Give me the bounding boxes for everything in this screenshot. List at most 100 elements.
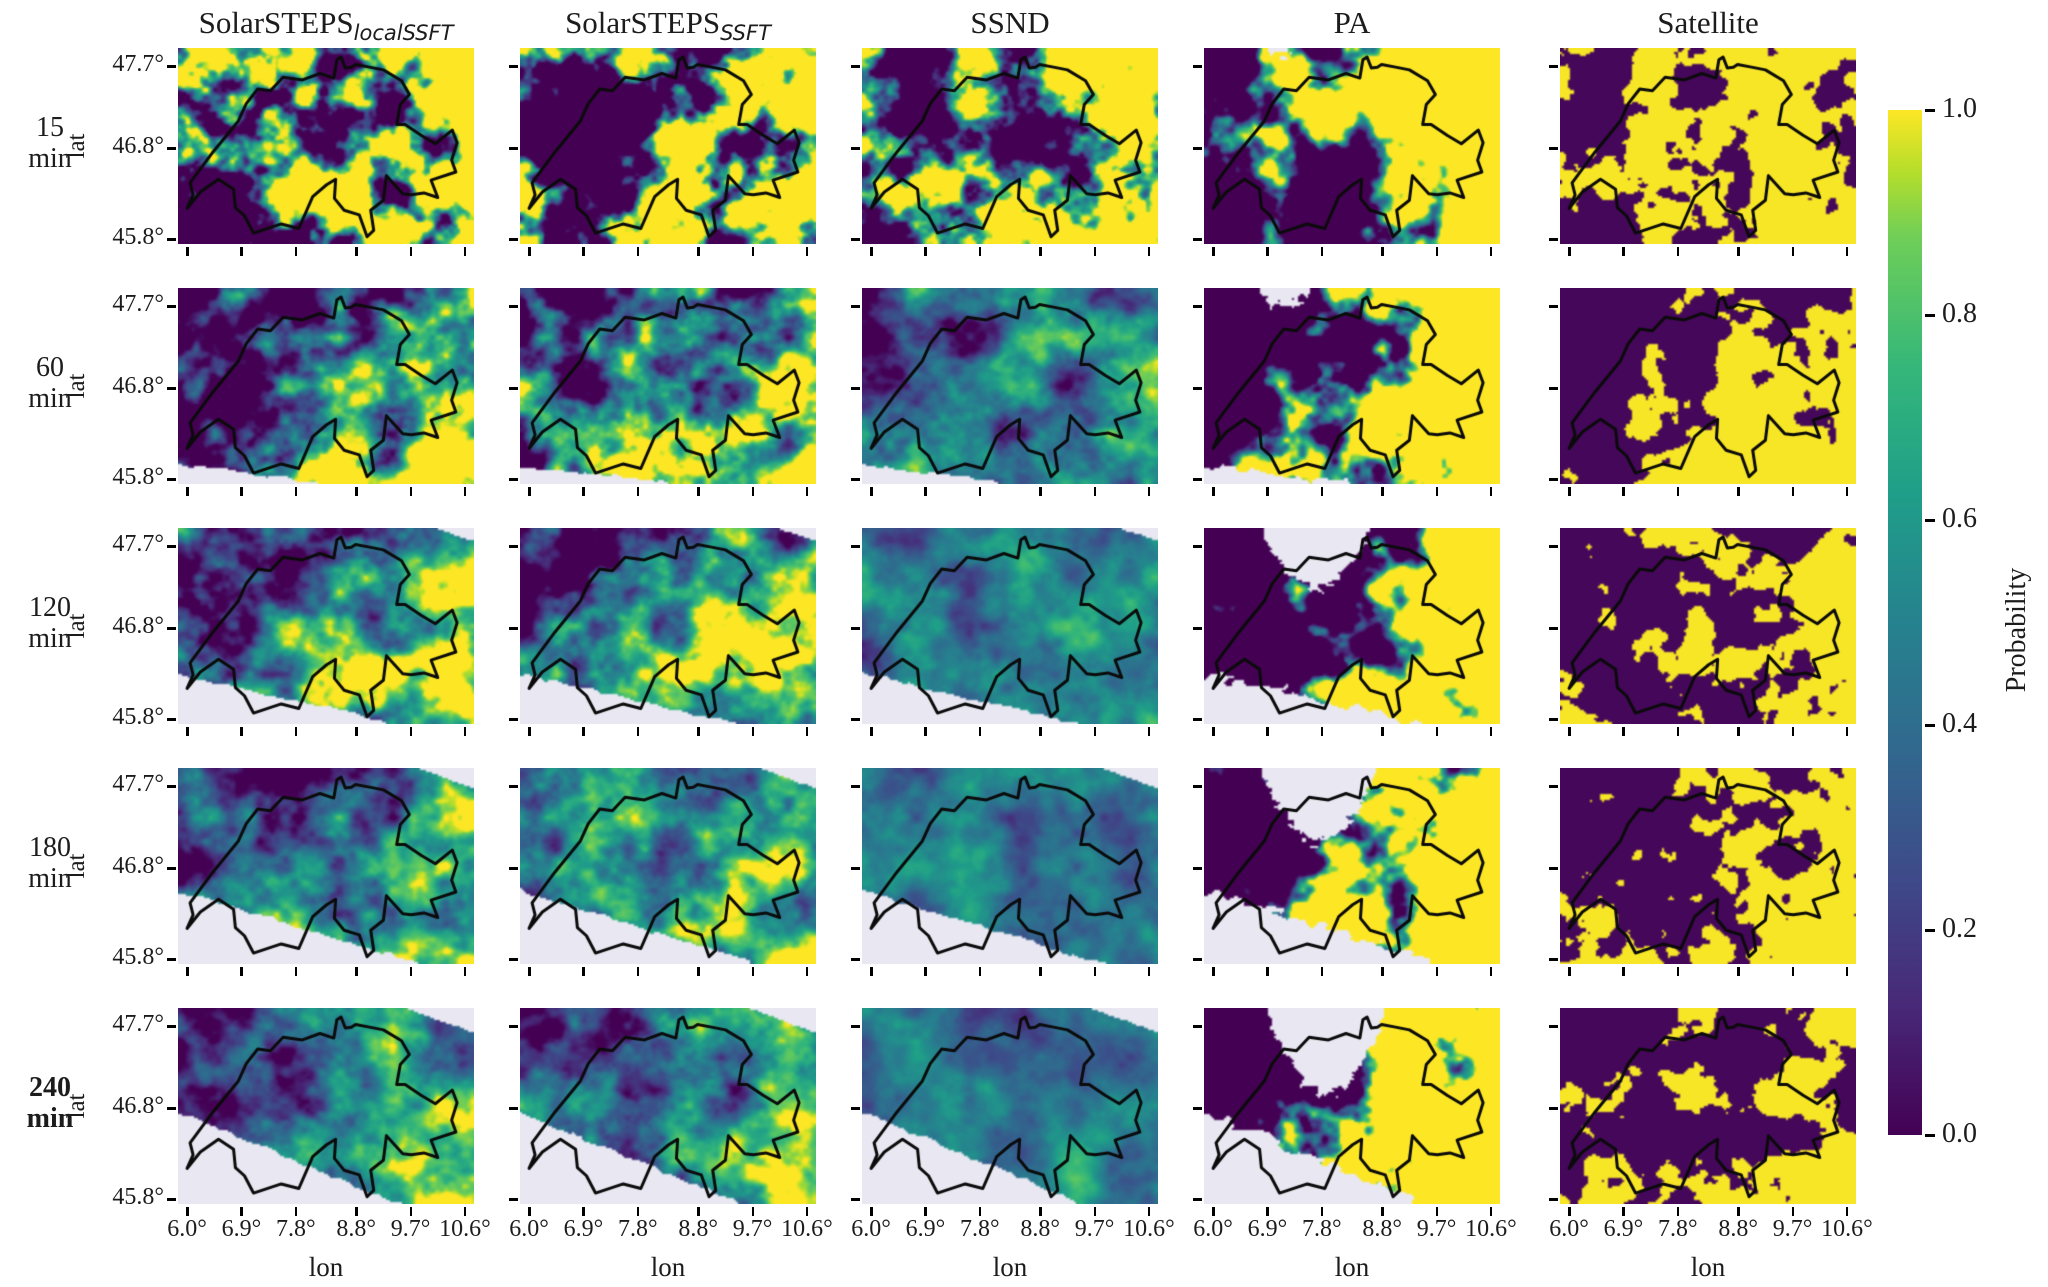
y-tick-mark bbox=[509, 785, 518, 788]
y-tick-mark bbox=[167, 545, 176, 548]
y-tick-mark bbox=[851, 305, 860, 308]
column-header-subscript: localSSFT bbox=[353, 21, 454, 46]
x-tick-mark bbox=[924, 727, 927, 736]
row-label-120min: 120 min bbox=[28, 592, 72, 655]
map-panel-SSND-120min bbox=[862, 528, 1158, 724]
y-tick-mark bbox=[167, 305, 176, 308]
y-tick-mark bbox=[167, 478, 176, 481]
x-tick-mark bbox=[409, 1207, 413, 1216]
map-panel-SolarSTEPS_SSFT-60min bbox=[520, 288, 816, 484]
x-tick-label: 9.7° bbox=[1074, 1216, 1115, 1242]
y-tick-mark bbox=[1549, 627, 1558, 630]
y-tick-mark bbox=[851, 1198, 860, 1201]
colorbar-tick-mark bbox=[1925, 314, 1935, 317]
x-tick-mark bbox=[1676, 967, 1680, 976]
x-tick-mark bbox=[978, 247, 982, 256]
y-tick-mark bbox=[1549, 867, 1558, 870]
x-tick-label: 7.8° bbox=[959, 1216, 1000, 1242]
x-tick-mark bbox=[1212, 727, 1215, 736]
y-tick-mark bbox=[851, 387, 860, 390]
x-tick-mark bbox=[1039, 1207, 1042, 1216]
y-tick-label: 46.8° bbox=[112, 853, 164, 880]
x-tick-mark bbox=[1435, 1207, 1439, 1216]
x-tick-mark bbox=[1791, 727, 1795, 736]
x-tick-mark bbox=[1381, 967, 1384, 976]
x-tick-mark bbox=[1676, 487, 1680, 496]
map-panel-SSND-240min bbox=[862, 1008, 1158, 1204]
x-tick-mark bbox=[805, 727, 809, 736]
map-panel-SSND-60min bbox=[862, 288, 1158, 484]
y-tick-mark bbox=[509, 1198, 518, 1201]
y-tick-mark bbox=[167, 238, 176, 241]
x-tick-mark bbox=[751, 967, 755, 976]
x-tick-mark bbox=[1039, 967, 1042, 976]
colorbar-tick-mark bbox=[1925, 109, 1935, 112]
column-header-label: SSND bbox=[970, 5, 1050, 40]
x-tick-label: 10.6° bbox=[781, 1216, 833, 1242]
map-panel-SSND-180min bbox=[862, 768, 1158, 964]
x-tick-mark bbox=[1147, 727, 1151, 736]
x-tick-mark bbox=[870, 1207, 873, 1216]
map-panel-SolarSTEPS_localSSFT-60min bbox=[178, 288, 474, 484]
x-tick-label: 7.8° bbox=[275, 1216, 316, 1242]
x-tick-mark bbox=[294, 727, 298, 736]
column-header-pa: PA bbox=[1184, 2, 1520, 44]
y-tick-mark bbox=[1549, 478, 1558, 481]
y-tick-mark bbox=[1549, 147, 1558, 150]
y-tick-mark bbox=[509, 627, 518, 630]
x-tick-mark bbox=[1266, 1207, 1269, 1216]
map-panel-SolarSTEPS_SSFT-180min bbox=[520, 768, 816, 964]
y-tick-mark bbox=[1193, 718, 1202, 721]
y-tick-mark bbox=[1549, 238, 1558, 241]
colorbar bbox=[1888, 110, 1922, 1135]
y-tick-mark bbox=[851, 545, 860, 548]
y-tick-label: 46.8° bbox=[112, 613, 164, 640]
x-tick-label: 8.8° bbox=[336, 1216, 376, 1242]
x-tick-mark bbox=[1212, 967, 1215, 976]
x-tick-mark bbox=[1568, 247, 1571, 256]
x-tick-mark bbox=[1266, 487, 1269, 496]
x-tick-mark bbox=[1320, 247, 1324, 256]
x-tick-mark bbox=[1489, 1207, 1493, 1216]
y-tick-label: 47.7° bbox=[112, 51, 164, 78]
x-tick-mark bbox=[1737, 727, 1740, 736]
x-tick-mark bbox=[751, 247, 755, 256]
x-tick-mark bbox=[355, 247, 358, 256]
row-label-180min: 180 min bbox=[28, 832, 72, 895]
x-tick-mark bbox=[240, 247, 243, 256]
y-tick-label: 46.8° bbox=[112, 133, 164, 160]
x-tick-mark bbox=[1266, 967, 1269, 976]
x-tick-mark bbox=[463, 247, 467, 256]
x-tick-mark bbox=[1435, 247, 1439, 256]
y-tick-mark bbox=[509, 1025, 518, 1028]
x-tick-mark bbox=[186, 1207, 189, 1216]
x-tick-mark bbox=[463, 967, 467, 976]
x-tick-mark bbox=[1845, 487, 1849, 496]
row-label-240min: 240 min bbox=[26, 1072, 74, 1135]
y-tick-mark bbox=[509, 238, 518, 241]
column-header-label: SolarSTEPS bbox=[565, 5, 721, 40]
x-tick-mark bbox=[1791, 967, 1795, 976]
y-tick-mark bbox=[509, 65, 518, 68]
colorbar-tick-mark bbox=[1925, 1134, 1935, 1137]
x-tick-mark bbox=[294, 967, 298, 976]
x-tick-mark bbox=[1489, 727, 1493, 736]
y-tick-label: 47.7° bbox=[112, 291, 164, 318]
colorbar-tick-label: 1.0 bbox=[1942, 93, 1977, 124]
x-tick-mark bbox=[1622, 247, 1625, 256]
x-tick-mark bbox=[1791, 1207, 1795, 1216]
y-tick-mark bbox=[1193, 238, 1202, 241]
x-tick-mark bbox=[805, 247, 809, 256]
x-tick-mark bbox=[1381, 1207, 1384, 1216]
x-tick-mark bbox=[1093, 727, 1097, 736]
y-tick-mark bbox=[1193, 958, 1202, 961]
x-tick-mark bbox=[294, 247, 298, 256]
x-tick-mark bbox=[1320, 1207, 1324, 1216]
y-tick-label: 45.8° bbox=[112, 944, 164, 971]
x-tick-label: 10.6° bbox=[1821, 1216, 1873, 1242]
colorbar-tick-mark bbox=[1925, 519, 1935, 522]
x-tick-mark bbox=[1737, 247, 1740, 256]
x-tick-mark bbox=[1568, 967, 1571, 976]
x-tick-label: 6.9° bbox=[563, 1216, 604, 1242]
column-header-solarsteps-ssft: SolarSTEPSSSFT bbox=[500, 2, 836, 44]
